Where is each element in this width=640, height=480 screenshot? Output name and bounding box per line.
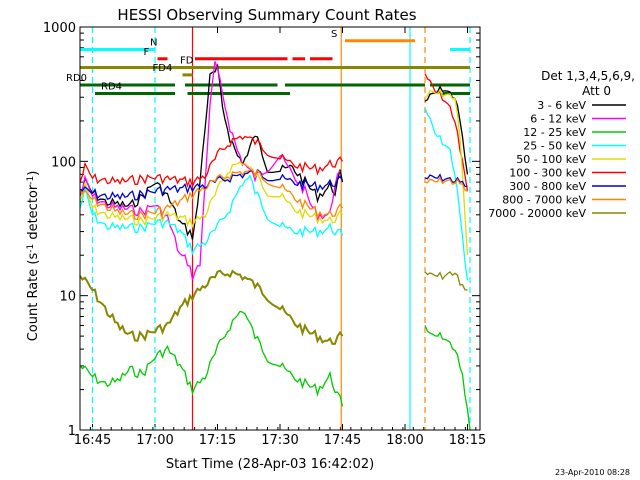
- series-line: [79, 310, 344, 407]
- legend-label: 12 - 25 keV: [523, 126, 586, 139]
- legend-label: 7000 - 20000 keV: [488, 207, 586, 220]
- series-line: [79, 61, 341, 281]
- series-line: [79, 63, 344, 240]
- plot-frame: [79, 26, 481, 431]
- flag-label: RD4: [101, 81, 122, 92]
- x-tick-label: 17:15: [199, 433, 236, 448]
- plot-area: 16:45 17:00 17:15 17:30 17:45 18:00 18:15 1 10 10…: [43, 21, 486, 448]
- series-line: [79, 168, 344, 201]
- legend-label: 50 - 100 keV: [516, 153, 586, 166]
- y-tick-label: 100: [51, 155, 76, 170]
- x-tick-label: 17:45: [324, 433, 361, 448]
- flag-label: N: [150, 37, 157, 48]
- series-line: [79, 169, 344, 221]
- legend-label: 800 - 7000 keV: [502, 194, 586, 207]
- series-line: [79, 174, 344, 256]
- legend-label: 300 - 800 keV: [509, 180, 586, 193]
- series-line: [79, 269, 344, 346]
- chart-title: HESSI Observing Summary Count Rates: [117, 6, 416, 24]
- flag-label: S: [331, 29, 337, 40]
- legend-title-line1: Det 1,3,4,5,6,9,: [541, 69, 635, 83]
- x-axis-label: Start Time (28-Apr-03 16:42:02): [166, 457, 374, 472]
- series-line: [424, 107, 469, 281]
- legend-title-line2: Att 0: [582, 84, 611, 98]
- legend-label: 100 - 300 keV: [509, 167, 586, 180]
- series-line: [424, 88, 469, 256]
- y-tick-label: 1000: [43, 21, 76, 36]
- x-tick-label: 17:00: [136, 433, 173, 448]
- flag-label: FD: [180, 55, 194, 66]
- y-tick-label: 1: [68, 424, 76, 439]
- legend-label: 25 - 50 keV: [523, 140, 586, 153]
- x-tick-label: 17:30: [261, 433, 298, 448]
- x-tick-label: 18:00: [386, 433, 423, 448]
- series-line: [424, 271, 468, 291]
- series-line: [424, 325, 471, 431]
- footer-date: 23-Apr-2010 08:28: [555, 468, 630, 477]
- y-tick-label: 10: [59, 290, 76, 305]
- flag-label: FD4: [153, 63, 173, 74]
- y-axis-label: Count Rate (s-1 detector-1): [26, 171, 41, 342]
- series-line: [79, 161, 344, 229]
- flag-label: RD0: [66, 73, 87, 84]
- series-line: [424, 85, 469, 175]
- series-line: [424, 173, 468, 188]
- series-line: [79, 135, 344, 188]
- flag-label: F: [144, 47, 150, 58]
- series-line: [424, 176, 468, 192]
- legend-label: 6 - 12 keV: [530, 113, 586, 126]
- legend-label: 3 - 6 keV: [537, 99, 586, 112]
- x-tick-label: 18:15: [449, 433, 486, 448]
- x-tick-label: 16:45: [74, 433, 111, 448]
